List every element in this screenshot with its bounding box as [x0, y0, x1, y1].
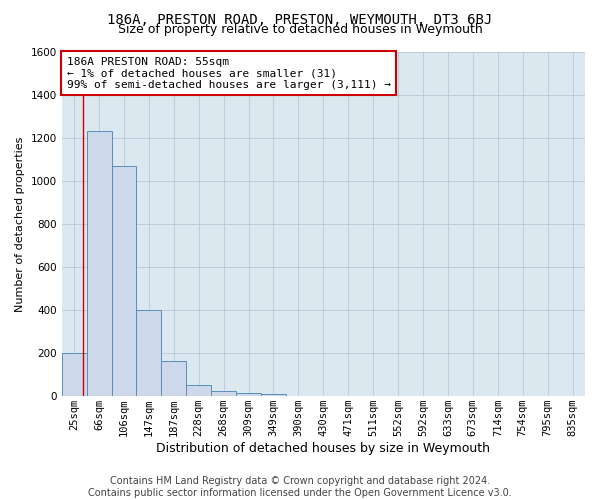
Bar: [161, 360, 186, 396]
Bar: [261, 394, 286, 396]
Bar: [62, 353, 86, 396]
Text: Contains HM Land Registry data © Crown copyright and database right 2024.
Contai: Contains HM Land Registry data © Crown c…: [88, 476, 512, 498]
Bar: [186, 386, 211, 396]
Y-axis label: Number of detached properties: Number of detached properties: [15, 136, 25, 312]
Bar: [136, 310, 161, 396]
Bar: [86, 131, 112, 396]
X-axis label: Distribution of detached houses by size in Weymouth: Distribution of detached houses by size …: [157, 442, 490, 455]
Bar: [236, 393, 261, 396]
Bar: [211, 391, 236, 396]
Bar: [112, 166, 136, 396]
Text: 186A PRESTON ROAD: 55sqm
← 1% of detached houses are smaller (31)
99% of semi-de: 186A PRESTON ROAD: 55sqm ← 1% of detache…: [67, 56, 391, 90]
Text: 186A, PRESTON ROAD, PRESTON, WEYMOUTH, DT3 6BJ: 186A, PRESTON ROAD, PRESTON, WEYMOUTH, D…: [107, 12, 493, 26]
Text: Size of property relative to detached houses in Weymouth: Size of property relative to detached ho…: [118, 22, 482, 36]
